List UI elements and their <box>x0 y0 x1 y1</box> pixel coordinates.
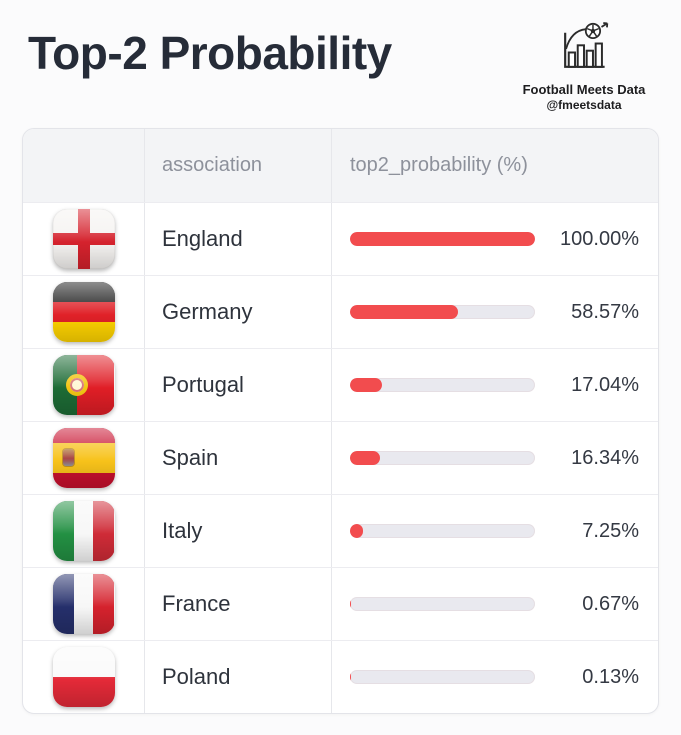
table-row-germany: Germany 58.57% <box>23 275 658 348</box>
page-title: Top-2 Probability <box>28 27 392 79</box>
header-association-label: association <box>162 154 263 176</box>
probability-bar-track <box>350 524 535 538</box>
probability-value: 0.13% <box>582 665 639 688</box>
header-association-column: association <box>144 129 331 202</box>
brand-block: Football Meets Data @fmeetsdata <box>509 22 659 113</box>
germany-flag-icon <box>52 282 115 342</box>
probability-bar-fill <box>350 378 382 392</box>
association-name: Spain <box>162 445 219 470</box>
probability-bar-track <box>350 305 535 319</box>
association-name: France <box>162 591 231 616</box>
header-flag-column <box>23 129 144 202</box>
probability-bar-track <box>350 670 535 684</box>
brand-name: Football Meets Data <box>522 82 646 97</box>
table-row-portugal: Portugal 17.04% <box>23 348 658 421</box>
association-name: Germany <box>162 299 253 324</box>
probability-value: 16.34% <box>571 446 639 469</box>
association-name: Italy <box>162 518 203 543</box>
probability-bar-track <box>350 597 535 611</box>
table-row-italy: Italy 7.25% <box>23 494 658 567</box>
england-flag-icon <box>52 209 115 269</box>
portugal-flag-icon <box>52 355 115 415</box>
probability-bar-fill <box>350 232 535 246</box>
spain-flag-icon <box>52 428 115 488</box>
brand-handle: @fmeetsdata <box>546 98 622 112</box>
table-row-poland: Poland 0.13% <box>23 640 658 713</box>
association-name: Poland <box>162 664 231 689</box>
portugal-emblem <box>65 374 88 396</box>
header-probability-column: top2_probability (%) <box>331 129 658 202</box>
probability-bar-fill <box>350 524 364 538</box>
poland-flag-icon <box>52 647 115 707</box>
probability-value: 7.25% <box>582 519 639 542</box>
probability-bar-track <box>350 232 535 246</box>
header-probability-label: top2_probability (%) <box>350 154 528 176</box>
spain-emblem <box>62 449 74 466</box>
table-row-spain: Spain 16.34% <box>23 421 658 494</box>
association-name: England <box>162 226 243 251</box>
probability-table: association top2_probability (%) England… <box>22 128 659 714</box>
table-row-england: England 100.00% <box>23 202 658 275</box>
france-flag-icon <box>52 574 115 634</box>
probability-value: 17.04% <box>571 373 639 396</box>
probability-bar-track <box>350 451 535 465</box>
football-meets-data-logo-icon <box>564 22 609 68</box>
probability-value: 0.67% <box>582 592 639 615</box>
table-header-row: association top2_probability (%) <box>23 129 658 202</box>
italy-flag-icon <box>52 501 115 561</box>
association-name: Portugal <box>162 372 244 397</box>
probability-bar-fill <box>350 597 352 611</box>
probability-bar-track <box>350 378 535 392</box>
probability-value: 58.57% <box>571 300 639 323</box>
probability-bar-fill <box>350 451 381 465</box>
probability-bar-fill <box>350 305 459 319</box>
probability-value: 100.00% <box>560 227 639 250</box>
table-row-france: France 0.67% <box>23 567 658 640</box>
